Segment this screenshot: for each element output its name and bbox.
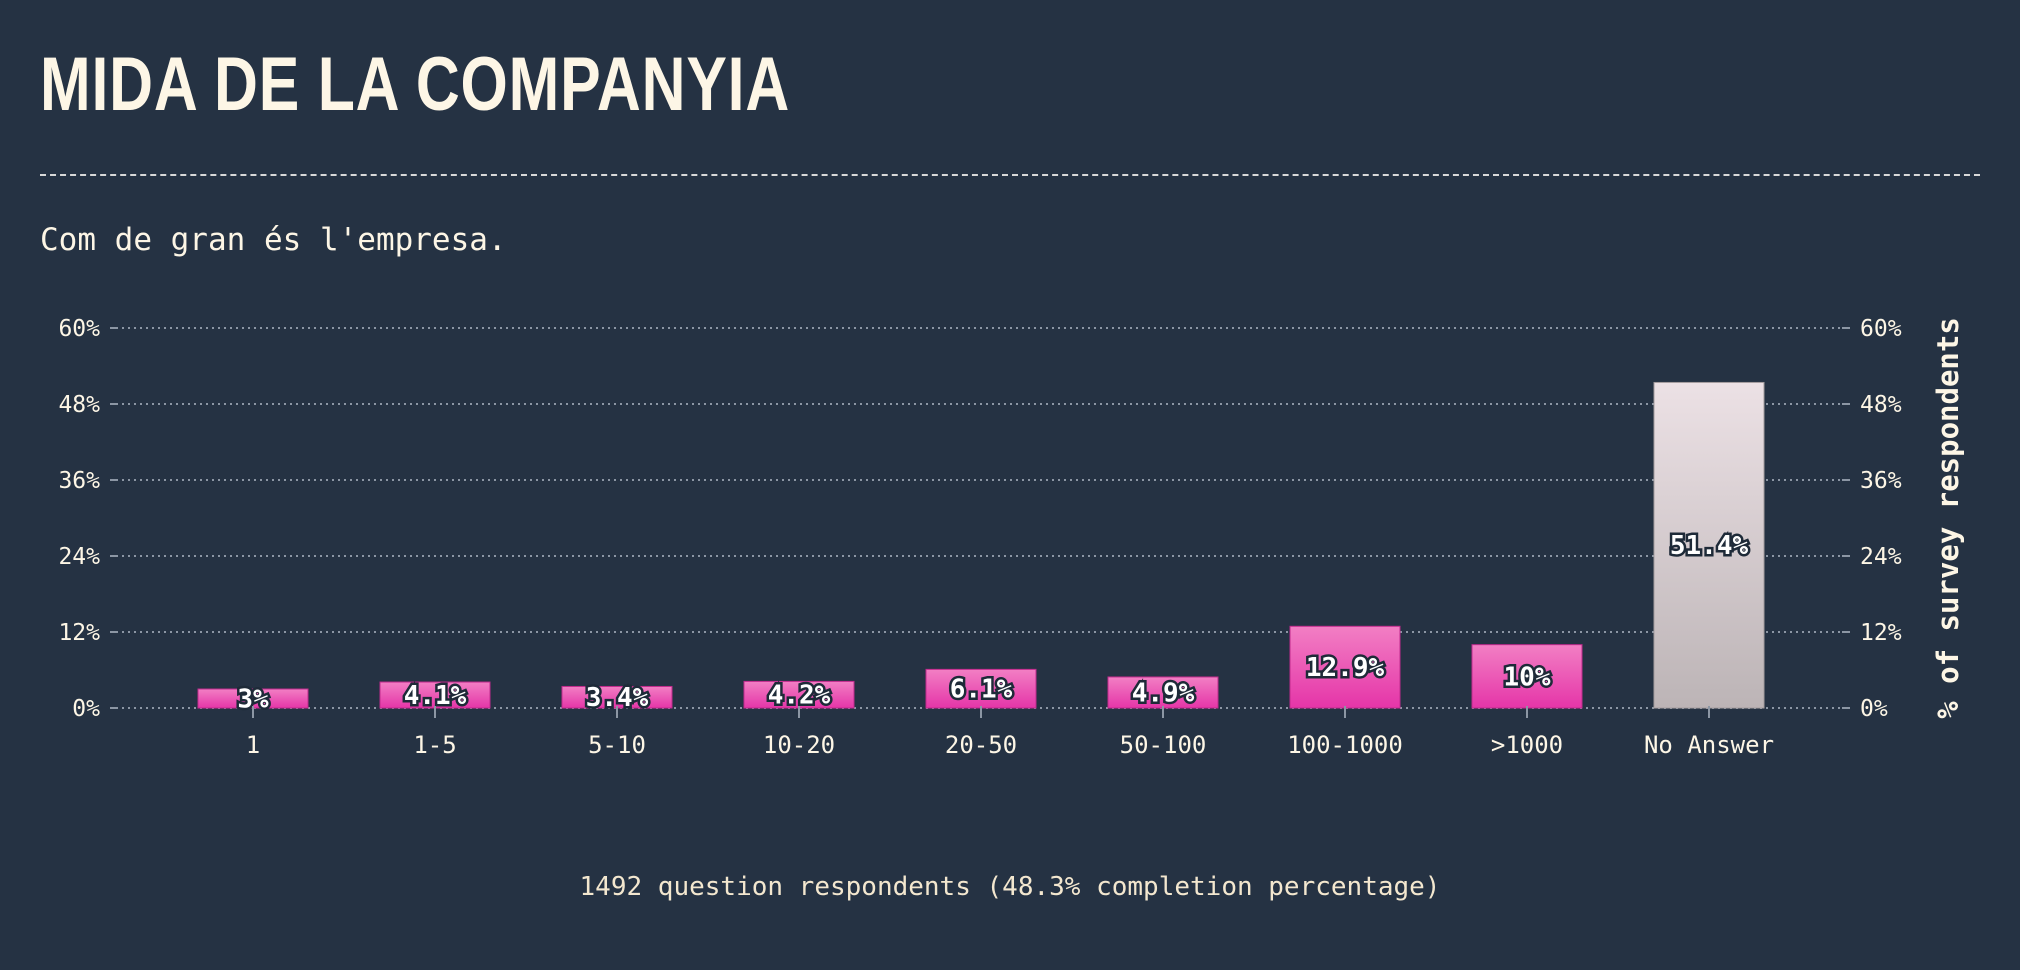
x-tick-label: No Answer [1644, 731, 1774, 759]
bar-no-answer [1653, 381, 1765, 709]
respondents-footer: 1492 question respondents (48.3% complet… [579, 872, 1441, 902]
y-tick-label-right: 36% [1860, 468, 1902, 494]
y-tick-label-left: 24% [58, 544, 100, 570]
y-tick-label-left: 0% [72, 696, 100, 722]
data-label: 12.9% [1306, 653, 1385, 683]
y-tick-label-right: 48% [1860, 392, 1902, 418]
data-label: 3% [237, 685, 269, 715]
data-label: 4.2% [768, 681, 831, 711]
data-label: 6.1% [950, 675, 1013, 705]
data-label: 4.9% [1132, 678, 1195, 708]
bar-1000 [1471, 644, 1583, 709]
x-tick-label: 1-5 [413, 731, 456, 759]
data-label: 10% [1504, 662, 1551, 692]
x-tick-label: 20-50 [945, 731, 1017, 759]
page-title: MIDA DE LA COMPANYIA [40, 42, 791, 127]
y-tick-label-right: 0% [1860, 696, 1888, 722]
axes: 0% 0% 12% 12% 24% 24% 36% 36% 48% 48% 60% 60% 1 1-5 5-… [58, 316, 1965, 759]
value-labels: 3% 4.1% 3.4% 4.2% 6.1% 4.9%12.9% 10%51.4% [235, 529, 1751, 717]
x-tick-label: 1 [246, 731, 260, 759]
y-axis-title: % of survey respondents [1931, 317, 1965, 719]
title-divider [40, 174, 1980, 176]
y-tick-label-right: 24% [1860, 544, 1902, 570]
data-label: 51.4% [1670, 531, 1749, 561]
y-tick-label-left: 36% [58, 468, 100, 494]
y-tick-label-left: 12% [58, 620, 100, 646]
bars [197, 381, 1765, 709]
x-tick-label: 5-10 [588, 731, 646, 759]
x-tick-label: >1000 [1491, 731, 1563, 759]
page-subtitle: Com de gran és l'empresa. [40, 222, 507, 258]
y-tick-label-right: 60% [1860, 316, 1902, 342]
y-tick-label-right: 12% [1860, 620, 1902, 646]
bar-chart: 3% 4.1% 3.4% 4.2% 6.1% 4.9%12.9% 10%51.4% 0% 0%… [58, 316, 1965, 759]
y-tick-label-left: 48% [58, 392, 100, 418]
grid-lines [110, 327, 1850, 709]
bar-20-50 [925, 668, 1037, 709]
x-tick-label: 100-1000 [1287, 731, 1403, 759]
x-tick-label: 50-100 [1120, 731, 1207, 759]
y-tick-label-left: 60% [58, 316, 100, 342]
x-tick-label: 10-20 [763, 731, 835, 759]
